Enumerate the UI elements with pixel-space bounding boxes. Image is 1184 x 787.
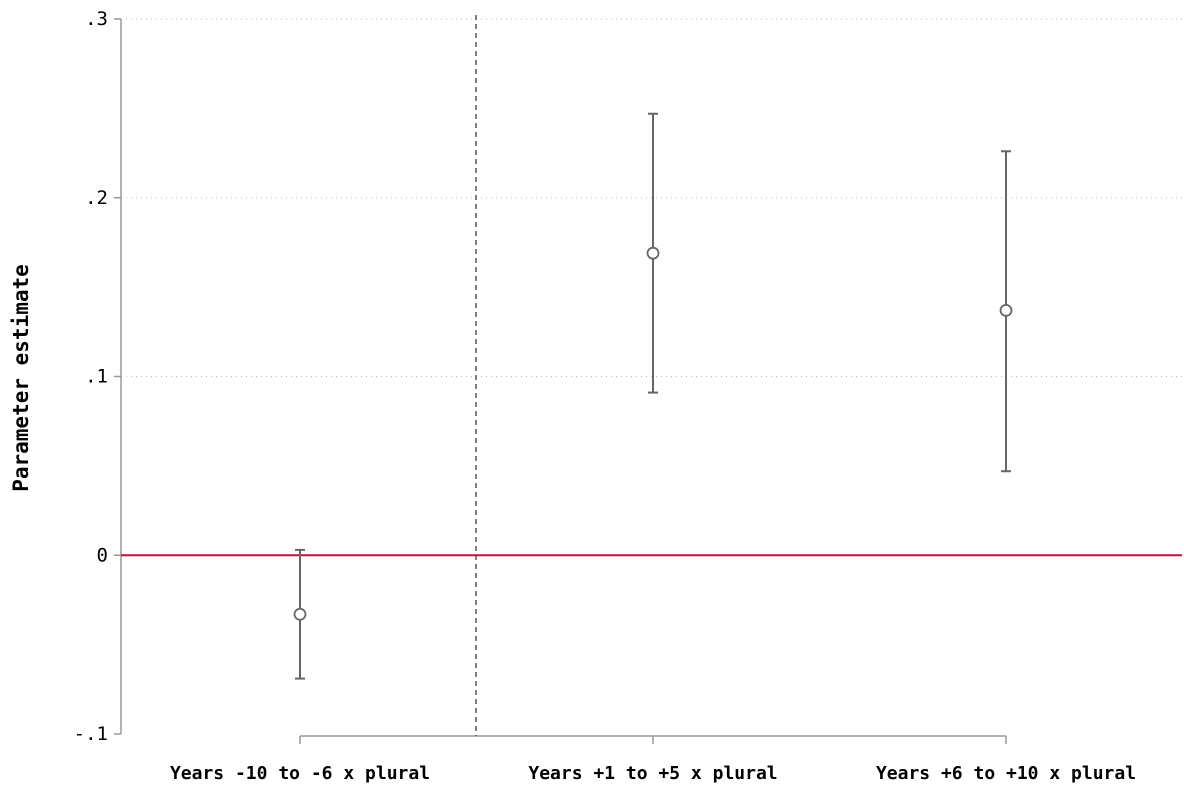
point-estimate-2 bbox=[999, 303, 1013, 317]
point-estimate-0 bbox=[293, 607, 307, 621]
y-tick-label-0: -.1 bbox=[74, 723, 108, 745]
y-tick-label-1: 0 bbox=[97, 544, 108, 566]
y-axis-title: Parameter estimate bbox=[9, 264, 33, 492]
axes: -.1 0 .1 .2 .3 Years -10 to -6 x plural Years … bbox=[74, 8, 1136, 784]
data-marks bbox=[121, 112, 1182, 680]
point-estimate-1 bbox=[646, 246, 660, 260]
x-tick-label-0: Years -10 to -6 x plural bbox=[170, 763, 430, 784]
y-tick-label-3: .2 bbox=[85, 187, 108, 209]
y-tick-label-2: .1 bbox=[85, 366, 108, 388]
x-tick-label-1: Years +1 to +5 x plural bbox=[528, 763, 777, 784]
x-tick-label-2: Years +6 to +10 x plural bbox=[876, 763, 1136, 784]
gridlines bbox=[121, 18, 1182, 377]
y-tick-label-4: .3 bbox=[85, 8, 108, 30]
